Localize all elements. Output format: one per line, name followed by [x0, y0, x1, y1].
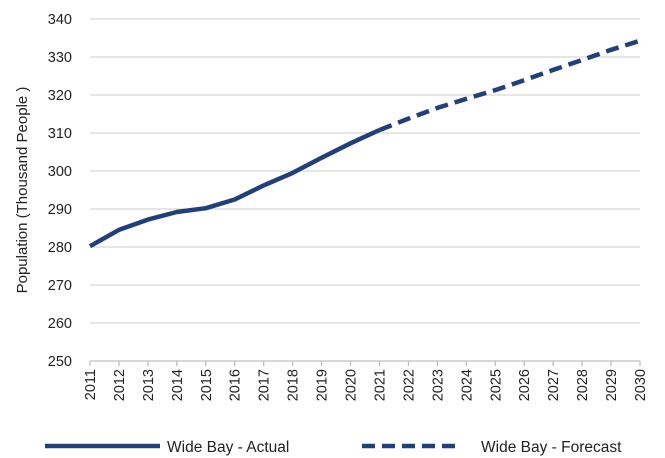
y-tick-label: 250 — [48, 354, 72, 370]
legend-label-forecast: Wide Bay - Forecast — [481, 439, 622, 456]
y-axis-title: Population (Thousand People ) — [14, 87, 31, 294]
x-tick-label: 2029 — [604, 369, 620, 401]
x-tick-label: 2015 — [199, 369, 215, 401]
x-tick-label: 2021 — [372, 369, 388, 401]
y-tick-label: 260 — [48, 316, 72, 332]
y-axis-ticks: 250 260 270 280 290 300 310 320 330 340 — [48, 12, 72, 370]
gridlines — [90, 18, 640, 324]
legend: Wide Bay - Actual Wide Bay - Forecast — [45, 439, 622, 456]
x-tick-label: 2016 — [228, 369, 244, 401]
y-tick-label: 290 — [48, 202, 72, 218]
x-tick-label: 2012 — [112, 369, 128, 401]
x-tick-label: 2017 — [257, 369, 273, 401]
x-tick-label: 2020 — [344, 369, 360, 401]
y-tick-label: 270 — [48, 278, 72, 294]
y-tick-label: 330 — [48, 50, 72, 66]
series-lines — [88, 38, 641, 249]
x-tick-label: 2027 — [546, 369, 562, 401]
y-tick-label: 310 — [48, 126, 72, 142]
x-tick-label: 2011 — [83, 369, 99, 400]
x-tick-label: 2022 — [401, 369, 417, 401]
y-tick-label: 300 — [48, 164, 72, 180]
y-tick-label: 280 — [48, 240, 72, 256]
series-line-forecast — [378, 38, 641, 133]
y-tick-label: 340 — [48, 12, 72, 28]
x-tick-label: 2026 — [517, 369, 533, 401]
x-axis-ticks: 2011 2012 2013 2014 2015 2016 2017 2018 2019 2020… — [83, 369, 649, 401]
series-line-actual — [88, 127, 381, 249]
x-tick-label: 2014 — [170, 369, 186, 401]
x-tick-label: 2030 — [633, 369, 649, 401]
y-tick-label: 320 — [48, 88, 72, 104]
x-tick-label: 2023 — [430, 369, 446, 401]
x-tick-label: 2025 — [488, 369, 504, 401]
x-axis — [89, 360, 641, 366]
x-tick-label: 2028 — [575, 369, 591, 401]
legend-label-actual: Wide Bay - Actual — [167, 439, 289, 456]
x-tick-label: 2024 — [459, 369, 475, 401]
x-tick-label: 2018 — [286, 369, 302, 401]
x-tick-label: 2019 — [315, 369, 331, 401]
x-tick-label: 2013 — [141, 369, 157, 401]
